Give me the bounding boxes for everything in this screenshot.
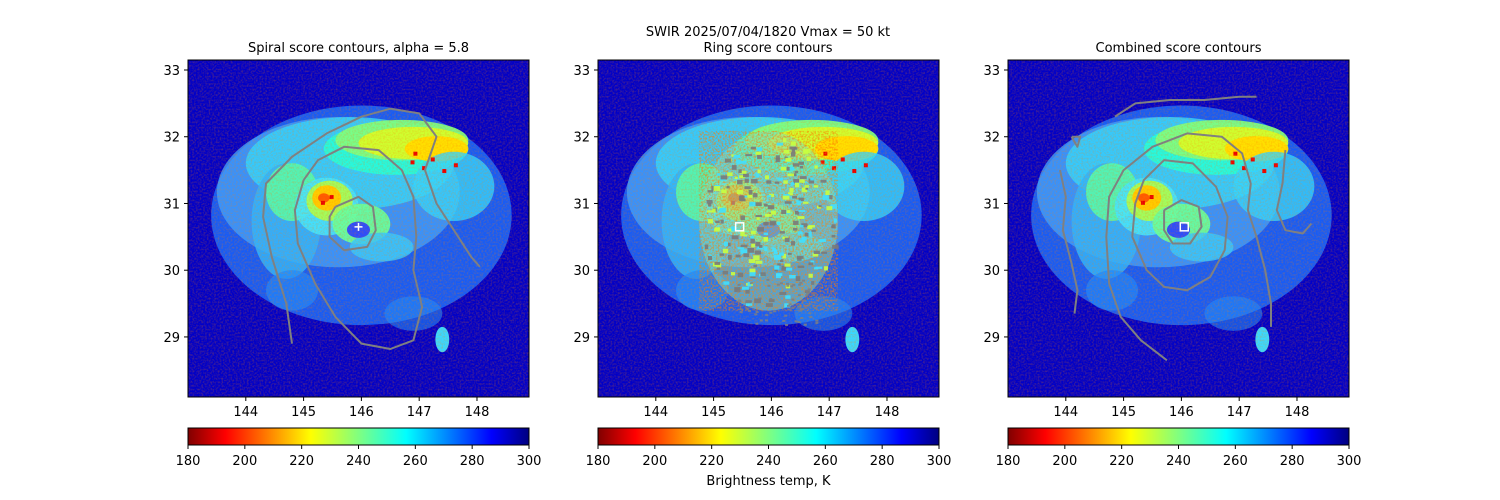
contour-line-2 (293, 145, 424, 350)
x-tick-label: 146 (1169, 405, 1194, 420)
y-tick-label: 31 (983, 197, 1000, 212)
colorbar-tick-label: 240 (346, 454, 371, 469)
brightness-temp-image (1008, 60, 1349, 397)
y-tick-label: 29 (983, 331, 1000, 346)
y-tick-label: 33 (573, 64, 590, 79)
ring-score-region (699, 131, 839, 326)
colorbar: 180 200 220 240 260 280 300 (176, 427, 542, 469)
panel-3: 144 145 146 147 148 29 30 31 32 33 Combined score … (983, 41, 1361, 469)
x-tick-label: 147 (407, 405, 432, 420)
x-tick-label: 145 (291, 405, 316, 420)
colorbar-label: Brightness temp, K (706, 474, 831, 489)
colorbar-tick-label: 240 (756, 454, 781, 469)
colorbar-gradient (187, 427, 530, 446)
y-tick-label: 33 (983, 64, 1000, 79)
contour-line-6 (1275, 150, 1313, 235)
colorbar-tick-label: 220 (1109, 454, 1134, 469)
contour-line-7 (1070, 135, 1082, 148)
colorbar: 180 200 220 240 260 280 300 (996, 427, 1362, 469)
colorbar-tick-label: 300 (1337, 454, 1362, 469)
suptitle-line2: Ring score contours (703, 41, 832, 56)
colorbar-tick-label: 180 (176, 454, 201, 469)
x-tick-label: 148 (1285, 405, 1310, 420)
colorbar-tick-label: 260 (813, 454, 838, 469)
contour-line-5 (1114, 95, 1257, 118)
panel-title: Combined score contours (1096, 41, 1262, 56)
x-tick-label: 144 (1053, 405, 1078, 420)
colorbar-tick-label: 280 (460, 454, 485, 469)
axes-frame (597, 59, 940, 398)
contour-line-3 (328, 195, 377, 252)
y-tick-label: 31 (573, 197, 590, 212)
colorbar-tick-label: 300 (517, 454, 542, 469)
panel-title: Spiral score contours, alpha = 5.8 (248, 41, 469, 56)
colorbar-gradient (597, 427, 940, 446)
y-tick-label: 30 (983, 264, 1000, 279)
contour-line-2 (1105, 132, 1272, 362)
panel-2: 144 145 146 147 148 29 30 31 32 33 180 200 220 240 260… (573, 59, 952, 489)
score-contours (262, 107, 481, 350)
y-tick-label: 33 (163, 64, 180, 79)
x-tick-label: 145 (1111, 405, 1136, 420)
colorbar-tick-label: 240 (1166, 454, 1191, 469)
colorbar-tick-label: 280 (1280, 454, 1305, 469)
y-tick-label: 29 (163, 331, 180, 346)
colorbar-tick-label: 260 (1223, 454, 1248, 469)
y-tick-label: 32 (983, 131, 1000, 146)
colorbar-tick-label: 220 (289, 454, 314, 469)
y-tick-label: 32 (163, 131, 180, 146)
x-tick-label: 144 (233, 405, 258, 420)
suptitle-line1: SWIR 2025/07/04/1820 Vmax = 50 kt (646, 25, 890, 40)
x-tick-label: 146 (759, 405, 784, 420)
axes-frame (187, 59, 530, 398)
contour-line-1 (262, 107, 481, 344)
y-tick-label: 30 (163, 264, 180, 279)
x-tick-label: 147 (817, 405, 842, 420)
y-tick-label: 29 (573, 331, 590, 346)
center-marker-square (734, 222, 745, 232)
contour-line-4 (1163, 199, 1203, 245)
colorbar-tick-label: 180 (996, 454, 1021, 469)
colorbar-tick-label: 200 (1052, 454, 1077, 469)
x-tick-label: 146 (349, 405, 374, 420)
panel-1: 144 145 146 147 148 29 30 31 32 33 Spiral score co… (163, 41, 541, 469)
score-contours (1059, 95, 1313, 362)
x-tick-label: 144 (643, 405, 668, 420)
colorbar-tick-label: 220 (699, 454, 724, 469)
x-tick-label: 148 (875, 405, 900, 420)
center-marker-plus (354, 222, 363, 231)
colorbar-tick-label: 260 (403, 454, 428, 469)
colorbar-tick-label: 200 (642, 454, 667, 469)
axes-frame (1007, 59, 1350, 398)
contour-line-1 (1059, 169, 1079, 314)
brightness-temp-image (598, 60, 939, 397)
y-tick-label: 30 (573, 264, 590, 279)
y-tick-label: 32 (573, 131, 590, 146)
y-tick-label: 31 (163, 197, 180, 212)
x-tick-label: 148 (465, 405, 490, 420)
contour-line-3 (1131, 159, 1229, 292)
colorbar-tick-label: 180 (586, 454, 611, 469)
colorbar-tick-label: 200 (232, 454, 257, 469)
colorbar-gradient (1007, 427, 1350, 446)
colorbar: 180 200 220 240 260 280 300 Brightness temp, K (586, 427, 952, 489)
x-tick-label: 145 (701, 405, 726, 420)
colorbar-tick-label: 300 (927, 454, 952, 469)
center-marker-square (1179, 222, 1190, 232)
colorbar-tick-label: 280 (870, 454, 895, 469)
x-tick-label: 147 (1227, 405, 1252, 420)
